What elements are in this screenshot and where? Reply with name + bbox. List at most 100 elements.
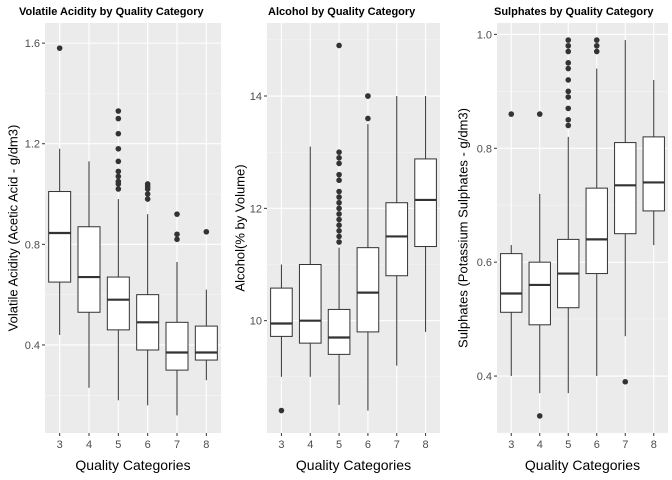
outlier-point (336, 216, 342, 223)
x-tick-label: 7 (622, 439, 628, 451)
outlier-point (565, 37, 572, 43)
box-quality-4 (77, 161, 101, 388)
y-tick-label: 0.6 (477, 257, 492, 269)
x-tick-label: 5 (565, 439, 571, 451)
y-tick-label: 12 (250, 203, 262, 215)
box-quality-7 (614, 40, 637, 385)
outlier-point (336, 177, 342, 184)
box-quality-8 (414, 96, 437, 332)
panel-title: Sulphates by Quality Category (494, 6, 654, 18)
outlier-point (336, 42, 342, 49)
x-tick-label: 6 (594, 439, 600, 451)
box-iqr (270, 287, 293, 337)
plot-background (497, 23, 668, 433)
x-tick-label: 4 (537, 439, 543, 451)
x-tick-label: 5 (115, 439, 121, 451)
outlier-point (565, 48, 572, 55)
box-iqr (77, 226, 101, 313)
x-axis-label: Quality Categories (75, 457, 190, 473)
x-tick-label: 6 (365, 439, 371, 451)
outlier-point (115, 108, 122, 114)
box-iqr (500, 253, 523, 313)
box-quality-5 (106, 108, 130, 401)
x-tick-label: 6 (145, 439, 151, 451)
outlier-point (203, 228, 210, 235)
outlier-point (365, 93, 371, 99)
x-tick-label: 8 (651, 439, 657, 451)
outlier-point (336, 233, 342, 240)
outlier-point (336, 154, 342, 161)
box-quality-6 (585, 37, 608, 377)
y-axis-label: Alcohol(% by Volume) (233, 164, 248, 291)
y-tick-label: 0.8 (477, 143, 492, 155)
box-quality-3 (48, 45, 72, 335)
box-quality-4 (298, 146, 322, 377)
x-tick-label: 8 (203, 439, 209, 451)
outlier-point (565, 88, 572, 95)
outlier-point (565, 105, 572, 112)
x-tick-label: 3 (57, 439, 63, 451)
box-iqr (356, 247, 380, 333)
outlier-point (336, 188, 342, 195)
x-tick-label: 7 (174, 439, 180, 451)
panel-title: Volatile Acidity by Quality Category (19, 6, 204, 18)
box-quality-4 (528, 111, 551, 419)
outlier-point (565, 42, 572, 49)
outlier-point (336, 205, 342, 212)
outlier-point (115, 168, 122, 175)
outlier-point (115, 173, 122, 180)
outlier-point (174, 236, 180, 243)
outlier-point (115, 186, 122, 192)
outlier-point (336, 228, 342, 234)
outlier-point (174, 211, 180, 217)
outlier-point (565, 122, 572, 129)
box-quality-7 (165, 211, 189, 416)
x-axis-label: Quality Categories (525, 457, 640, 473)
y-axis-label: Sulphates (Potassium Sulphates - g/dm3) (456, 108, 471, 348)
outlier-point (115, 158, 122, 165)
plot-background (45, 23, 221, 433)
outlier-point (115, 145, 122, 152)
outlier-point (536, 111, 543, 117)
outlier-point (115, 115, 122, 122)
panel-1: 0.4 0.8 1.2 1.6 3 4 5 6 7 8 Volatile Acidity by Qu… (6, 6, 221, 473)
outlier-point (336, 171, 342, 178)
outlier-point (174, 231, 180, 238)
x-tick-label: 3 (508, 439, 514, 451)
y-tick-label: 1.6 (25, 38, 40, 50)
box-quality-3 (270, 264, 293, 414)
y-tick-label: 0.4 (477, 371, 492, 383)
outlier-point (144, 191, 151, 197)
outlier-point (593, 48, 600, 55)
box-iqr (194, 325, 218, 361)
y-tick-label: 14 (250, 91, 262, 103)
box-iqr (614, 142, 637, 235)
box-iqr (642, 136, 665, 212)
x-tick-label: 3 (278, 439, 284, 451)
outlier-point (565, 60, 572, 66)
box-iqr (385, 202, 409, 277)
box-iqr (585, 187, 608, 275)
panel-2: 10 12 14 3 4 5 6 7 8 Alcohol by Quality Category Q… (233, 6, 440, 473)
panel-3: 0.4 0.6 0.8 1.0 3 4 5 6 7 8 Sulphates by Quality C… (456, 6, 668, 473)
box-iqr (106, 276, 130, 331)
box-quality-5 (327, 42, 351, 405)
outlier-point (565, 117, 572, 123)
y-tick-label: 10 (250, 316, 262, 328)
y-tick-label: 0.8 (25, 239, 40, 251)
box-quality-8 (194, 228, 218, 381)
outlier-point (593, 42, 600, 49)
x-tick-label: 8 (423, 439, 429, 451)
outlier-point (536, 413, 543, 419)
x-tick-label: 7 (394, 439, 400, 451)
outlier-point (336, 160, 342, 167)
outlier-point (278, 407, 285, 414)
box-quality-5 (557, 37, 580, 394)
y-tick-label: 1.2 (25, 139, 40, 151)
y-axis-label: Volatile Acidity (Acetic Acid - g/dm3) (6, 125, 21, 332)
box-iqr (528, 261, 551, 326)
y-tick-label: 0.4 (25, 340, 40, 352)
outlier-point (365, 115, 371, 122)
outlier-point (565, 77, 572, 83)
